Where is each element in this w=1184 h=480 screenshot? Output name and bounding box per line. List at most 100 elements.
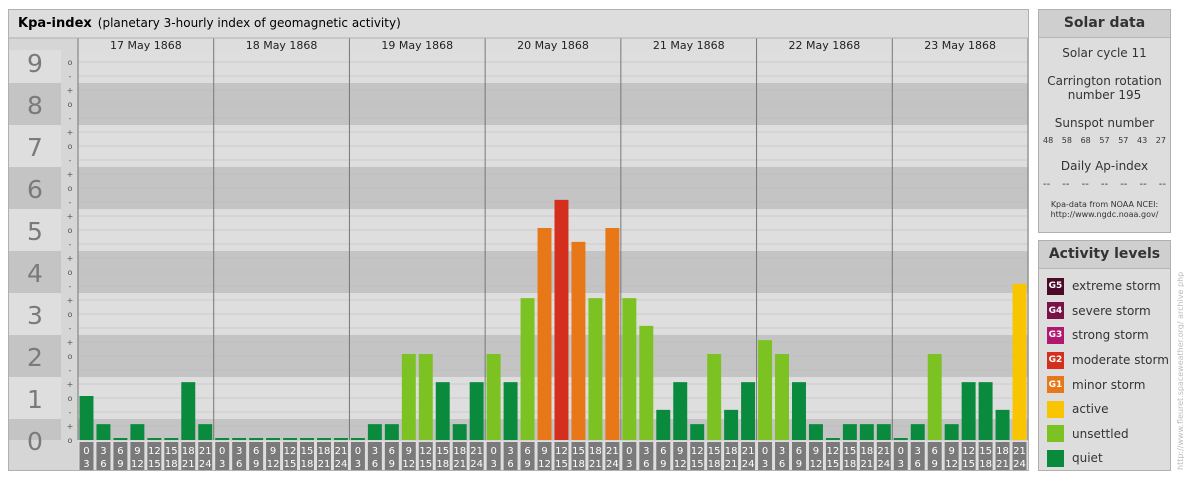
legend-swatch: G2: [1047, 351, 1064, 369]
ap-values: -- -- -- -- -- -- --: [1039, 179, 1170, 190]
y-minor-tick: +: [67, 86, 74, 95]
kp-bar: [96, 424, 111, 440]
y-tick-label: 2: [27, 343, 43, 372]
time-label-box: [859, 442, 874, 470]
kp-bar: [283, 438, 298, 440]
y-tick-label: 8: [27, 91, 43, 120]
time-end-label: 6: [236, 459, 242, 470]
time-label-box: [503, 442, 518, 470]
sunspot-value: 43: [1136, 136, 1148, 145]
time-start-label: 6: [389, 446, 395, 457]
kp-bar: [808, 424, 823, 440]
time-end-label: 9: [660, 459, 666, 470]
kp-bar: [893, 438, 908, 440]
kp-bar: [537, 228, 552, 440]
y-minor-tick: -: [69, 408, 72, 417]
time-label-box: [435, 442, 450, 470]
time-start-label: 9: [677, 446, 683, 457]
kp-bar: [350, 438, 365, 440]
kp-bar: [554, 199, 569, 440]
time-end-label: 9: [932, 459, 938, 470]
kp-bar: [452, 424, 467, 440]
time-label-box: [775, 442, 789, 470]
time-label-box: [317, 442, 331, 470]
time-end-label: 12: [131, 459, 144, 470]
time-end-label: 21: [318, 459, 331, 470]
time-label-box: [758, 442, 773, 470]
grid-band: [78, 50, 1028, 83]
kp-bar: [520, 298, 535, 440]
kp-bar: [927, 354, 942, 440]
time-start-label: 15: [165, 446, 178, 457]
kp-bar: [842, 424, 857, 440]
time-start-label: 15: [301, 446, 314, 457]
legend-label: active: [1072, 402, 1109, 417]
time-start-label: 3: [372, 446, 378, 457]
kp-bar: [130, 424, 145, 440]
time-label-box: [808, 442, 823, 470]
time-start-label: 18: [589, 446, 602, 457]
kp-bar: [758, 340, 773, 440]
time-label-box: [452, 442, 467, 470]
y-tick-label: 3: [27, 301, 43, 330]
day-label: 18 May 1868: [246, 39, 318, 52]
kpa-bar-chart: 17 May 1868 18 May 1868 19 May 1868 20 May …: [9, 37, 1028, 470]
time-start-label: 6: [253, 446, 259, 457]
time-label-box: [367, 442, 382, 470]
time-end-label: 3: [490, 459, 496, 470]
y-tick-label: 4: [27, 259, 43, 288]
legend-item: G1 minor storm: [1039, 372, 1170, 397]
time-label-box: [622, 442, 637, 470]
time-end-label: 12: [810, 459, 823, 470]
ap-value: --: [1043, 179, 1051, 190]
y-minor-tick: +: [67, 422, 74, 431]
time-start-label: 18: [318, 446, 331, 457]
time-start-label: 21: [335, 446, 348, 457]
time-start-label: 9: [270, 446, 276, 457]
time-end-label: 3: [762, 459, 768, 470]
day-label: 20 May 1868: [517, 39, 589, 52]
carrington-line-1: Carrington rotation: [1047, 74, 1162, 88]
time-start-label: 3: [100, 446, 106, 457]
time-start-label: 15: [436, 446, 449, 457]
kp-bar: [825, 438, 840, 440]
y-minor-tick: -: [69, 114, 72, 123]
time-end-label: 18: [165, 459, 178, 470]
solar-data-box: Solar data Solar cycle 11 Carrington rot…: [1038, 9, 1171, 233]
time-end-label: 12: [945, 459, 958, 470]
time-start-label: 21: [470, 446, 483, 457]
kp-bar: [469, 382, 484, 440]
time-label-box: [571, 442, 586, 470]
time-label-box: [842, 442, 857, 470]
time-start-label: 15: [708, 446, 721, 457]
y-minor-tick: o: [68, 184, 73, 193]
grid-band: [78, 419, 1028, 440]
time-end-label: 12: [402, 459, 415, 470]
kp-bar: [978, 382, 993, 440]
time-label-box: [333, 442, 348, 470]
time-label-box: [910, 442, 925, 470]
time-end-label: 24: [742, 459, 755, 470]
time-start-label: 9: [406, 446, 412, 457]
time-start-label: 0: [219, 446, 225, 457]
time-start-label: 21: [199, 446, 212, 457]
time-start-label: 18: [182, 446, 195, 457]
time-label-box: [1012, 442, 1027, 470]
y-label-band: [9, 167, 61, 209]
ap-value: --: [1139, 179, 1147, 190]
time-end-label: 12: [674, 459, 687, 470]
ap-value: --: [1062, 179, 1070, 190]
kp-bar: [401, 354, 416, 440]
time-end-label: 15: [962, 459, 975, 470]
time-start-label: 9: [541, 446, 547, 457]
time-label-box: [232, 442, 247, 470]
time-label-box: [639, 442, 654, 470]
y-minor-tick: +: [67, 170, 74, 179]
kp-bar: [690, 424, 705, 440]
time-start-label: 15: [979, 446, 992, 457]
ap-value: --: [1100, 179, 1109, 190]
y-label-band: [9, 251, 61, 293]
y-minor-tick: o: [68, 436, 73, 445]
y-minor-tick: -: [69, 198, 72, 207]
time-end-label: 21: [182, 459, 195, 470]
